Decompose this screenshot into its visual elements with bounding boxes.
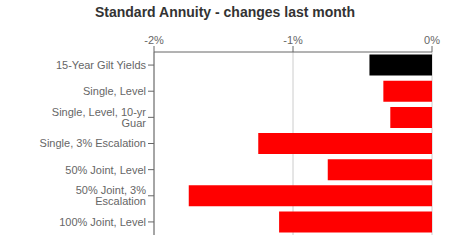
svg-text:-2%: -2% (144, 34, 164, 46)
svg-text:Single, Level: Single, Level (83, 85, 146, 97)
svg-text:15-Year Gilt Yields: 15-Year Gilt Yields (56, 59, 147, 71)
svg-text:0%: 0% (424, 34, 440, 46)
svg-text:50% Joint, 3%Escalation: 50% Joint, 3%Escalation (76, 184, 147, 207)
svg-text:Single, Level, 10-yrGuar: Single, Level, 10-yrGuar (52, 106, 146, 129)
svg-text:Single, 3% Escalation: Single, 3% Escalation (40, 137, 146, 149)
html-text:Standard Annuity - changes las: Standard Annuity - changes last month (95, 4, 355, 20)
svg-text:100% Joint, Level: 100% Joint, Level (59, 216, 146, 228)
svg-text:50% Joint, Level: 50% Joint, Level (65, 164, 146, 176)
svg-text:-1%: -1% (283, 34, 303, 46)
